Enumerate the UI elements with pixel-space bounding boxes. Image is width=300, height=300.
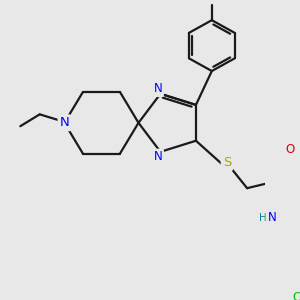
Text: N: N	[153, 82, 162, 95]
Text: N: N	[59, 116, 69, 129]
Text: S: S	[223, 156, 231, 169]
Text: Cl: Cl	[292, 291, 300, 300]
Text: N: N	[153, 150, 162, 164]
Text: N: N	[267, 211, 276, 224]
Text: O: O	[286, 143, 295, 156]
Text: H: H	[259, 213, 267, 223]
